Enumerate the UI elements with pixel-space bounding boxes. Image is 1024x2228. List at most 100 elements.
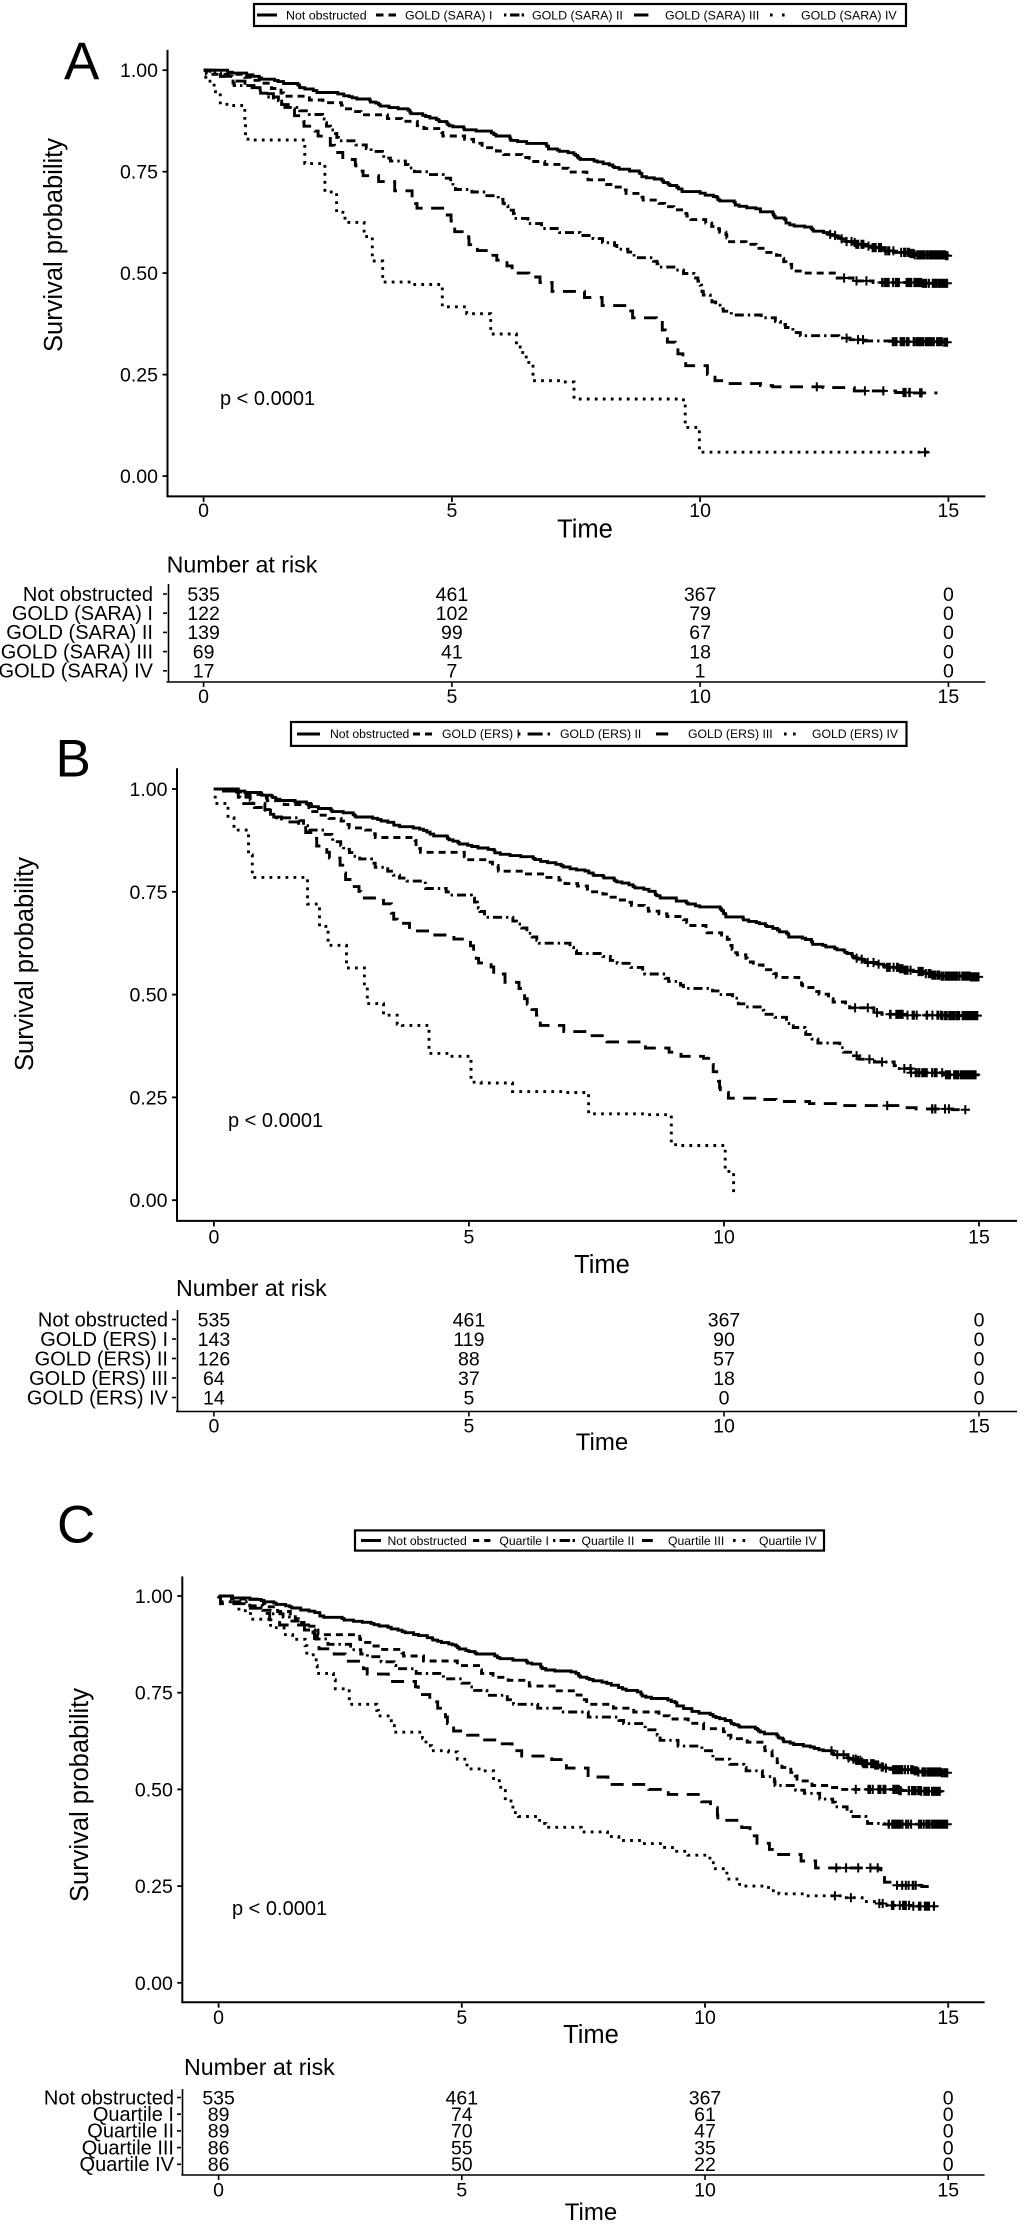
svg-text:10: 10 <box>694 2180 716 2202</box>
svg-text:Survival probability: Survival probability <box>11 857 39 1071</box>
svg-text:367: 367 <box>689 2087 722 2109</box>
svg-text:10: 10 <box>713 1226 735 1248</box>
svg-text:GOLD (ERS) III: GOLD (ERS) III <box>29 1368 168 1390</box>
svg-text:67: 67 <box>689 622 711 644</box>
svg-text:37: 37 <box>458 1368 480 1390</box>
svg-text:Not obstructed: Not obstructed <box>44 2087 174 2109</box>
svg-text:5: 5 <box>463 1416 474 1438</box>
svg-text:70: 70 <box>451 2121 473 2143</box>
svg-text:22: 22 <box>694 2154 716 2176</box>
svg-text:Quartile I: Quartile I <box>499 1534 548 1548</box>
svg-text:Quartile II: Quartile II <box>582 1534 635 1548</box>
svg-text:86: 86 <box>208 2154 230 2176</box>
svg-text:0.25: 0.25 <box>135 1876 173 1898</box>
svg-text:0: 0 <box>213 2007 224 2029</box>
svg-text:0: 0 <box>974 1329 985 1351</box>
svg-text:69: 69 <box>193 641 215 663</box>
svg-text:126: 126 <box>198 1348 231 1370</box>
svg-text:GOLD (SARA) I: GOLD (SARA) I <box>405 8 492 22</box>
svg-text:GOLD (ERS) III: GOLD (ERS) III <box>688 727 773 741</box>
svg-text:0.50: 0.50 <box>135 1779 173 1801</box>
svg-text:GOLD (SARA) IV: GOLD (SARA) IV <box>0 661 154 683</box>
svg-text:0: 0 <box>208 1416 219 1438</box>
svg-text:0: 0 <box>943 661 954 683</box>
svg-text:15: 15 <box>968 1226 990 1248</box>
svg-text:367: 367 <box>684 584 717 606</box>
svg-text:88: 88 <box>458 1348 480 1370</box>
svg-text:0: 0 <box>974 1368 985 1390</box>
svg-text:143: 143 <box>198 1329 231 1351</box>
svg-text:0: 0 <box>198 686 209 708</box>
svg-text:Survival probability: Survival probability <box>40 138 68 352</box>
svg-text:5: 5 <box>446 686 457 708</box>
svg-text:1: 1 <box>695 661 706 683</box>
svg-text:0: 0 <box>943 2154 954 2176</box>
svg-text:0.25: 0.25 <box>130 1087 168 1109</box>
svg-text:GOLD (SARA) II: GOLD (SARA) II <box>532 8 623 22</box>
svg-text:0: 0 <box>213 2180 224 2202</box>
svg-text:Quartile IV: Quartile IV <box>80 2154 175 2176</box>
svg-text:GOLD (ERS) I: GOLD (ERS) I <box>40 1329 168 1351</box>
svg-text:0.50: 0.50 <box>120 263 158 285</box>
svg-text:35: 35 <box>694 2137 716 2159</box>
svg-text:10: 10 <box>694 2007 716 2029</box>
svg-text:0: 0 <box>974 1348 985 1370</box>
svg-text:0: 0 <box>943 2137 954 2159</box>
svg-text:Time: Time <box>563 2021 619 2049</box>
svg-text:0.25: 0.25 <box>120 365 158 387</box>
svg-text:C: C <box>57 1496 95 1555</box>
svg-text:47: 47 <box>694 2121 716 2143</box>
svg-text:10: 10 <box>689 686 711 708</box>
svg-text:GOLD (SARA) III: GOLD (SARA) III <box>1 641 153 663</box>
svg-text:0: 0 <box>943 641 954 663</box>
svg-text:89: 89 <box>208 2104 230 2126</box>
svg-text:1.00: 1.00 <box>130 779 168 801</box>
svg-text:GOLD (SARA) III: GOLD (SARA) III <box>665 8 759 22</box>
svg-text:367: 367 <box>708 1309 741 1331</box>
svg-text:Time: Time <box>565 2199 617 2226</box>
svg-text:535: 535 <box>187 584 220 606</box>
svg-text:1.00: 1.00 <box>135 1586 173 1608</box>
svg-text:0.00: 0.00 <box>130 1190 168 1212</box>
svg-text:0: 0 <box>208 1226 219 1248</box>
svg-text:Quartile III: Quartile III <box>668 1534 724 1548</box>
svg-text:0: 0 <box>198 500 209 522</box>
svg-text:86: 86 <box>208 2137 230 2159</box>
svg-text:0.00: 0.00 <box>135 1973 173 1995</box>
svg-text:0.75: 0.75 <box>135 1683 173 1705</box>
svg-text:B: B <box>56 730 91 789</box>
svg-text:0.75: 0.75 <box>130 882 168 904</box>
svg-text:535: 535 <box>202 2087 235 2109</box>
svg-text:GOLD (SARA) IV: GOLD (SARA) IV <box>801 8 897 22</box>
svg-text:18: 18 <box>713 1368 735 1390</box>
svg-text:GOLD (SARA) II: GOLD (SARA) II <box>6 622 153 644</box>
svg-text:99: 99 <box>441 622 463 644</box>
svg-text:0: 0 <box>974 1387 985 1409</box>
svg-text:64: 64 <box>203 1368 225 1390</box>
svg-text:Time: Time <box>576 1429 628 1456</box>
svg-text:535: 535 <box>198 1309 231 1331</box>
svg-text:14: 14 <box>203 1387 225 1409</box>
svg-text:41: 41 <box>441 641 463 663</box>
svg-text:p < 0.0001: p < 0.0001 <box>228 1110 323 1132</box>
svg-text:Not obstructed: Not obstructed <box>23 584 153 606</box>
svg-text:15: 15 <box>937 2180 959 2202</box>
svg-text:Quartile II: Quartile II <box>87 2121 174 2143</box>
svg-text:90: 90 <box>713 1329 735 1351</box>
svg-text:1.00: 1.00 <box>120 60 158 82</box>
svg-text:Survival probability: Survival probability <box>66 1688 94 1902</box>
svg-text:0: 0 <box>974 1309 985 1331</box>
svg-text:139: 139 <box>187 622 220 644</box>
svg-text:GOLD (ERS) I: GOLD (ERS) I <box>442 727 520 741</box>
svg-text:0.50: 0.50 <box>130 985 168 1007</box>
svg-text:0.75: 0.75 <box>120 162 158 184</box>
svg-text:A: A <box>64 32 100 91</box>
svg-text:50: 50 <box>451 2154 473 2176</box>
svg-text:Quartile III: Quartile III <box>82 2137 174 2159</box>
svg-text:5: 5 <box>456 2180 467 2202</box>
svg-text:0: 0 <box>943 2104 954 2126</box>
svg-text:74: 74 <box>451 2104 473 2126</box>
svg-text:10: 10 <box>689 500 711 522</box>
svg-text:0: 0 <box>943 584 954 606</box>
svg-text:119: 119 <box>453 1329 484 1351</box>
